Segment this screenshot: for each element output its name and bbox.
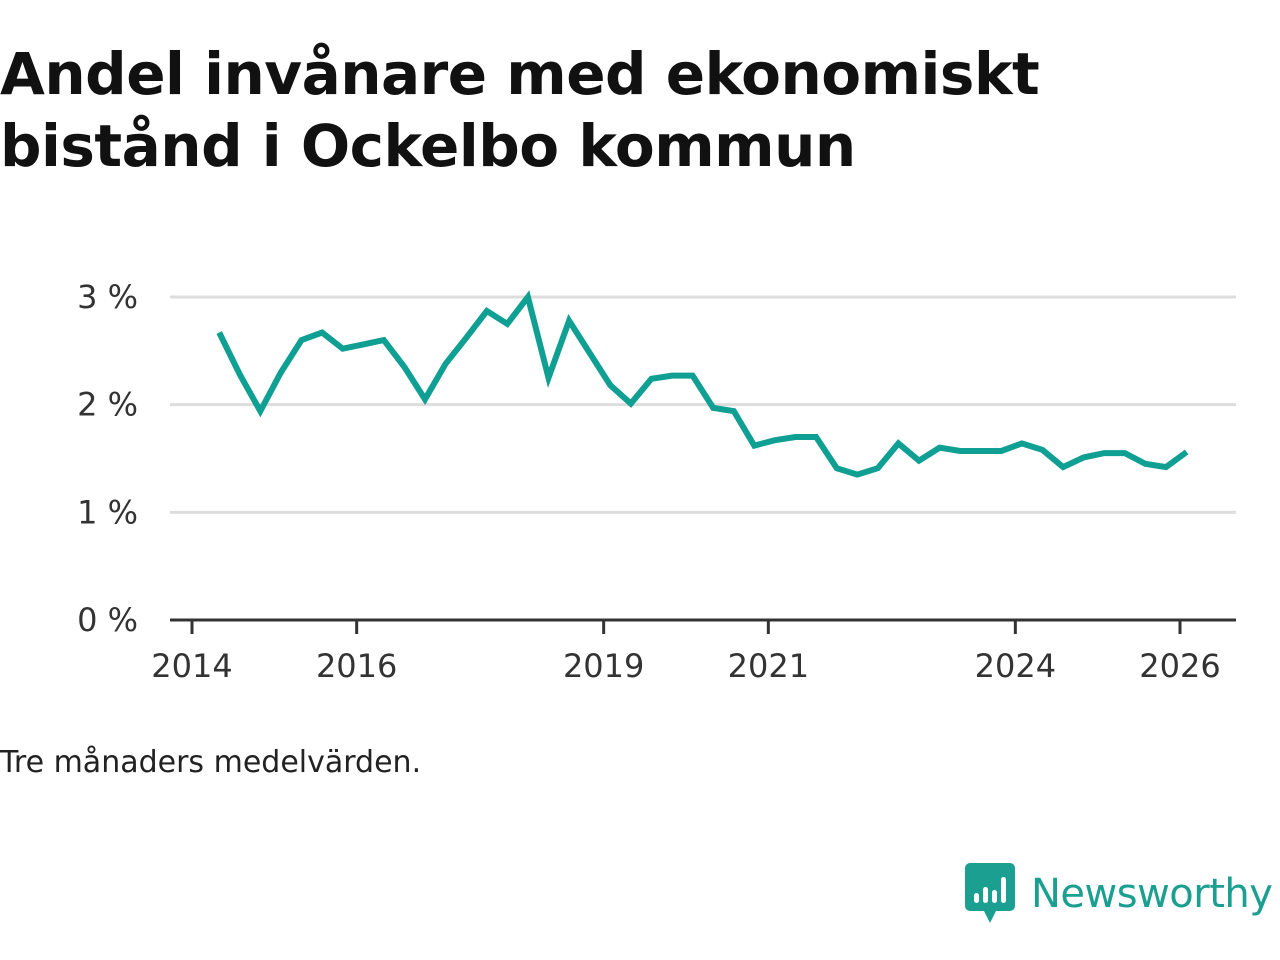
y-tick-label: 0 % xyxy=(77,601,138,639)
data-point xyxy=(278,369,284,375)
data-point xyxy=(381,337,387,343)
data-point xyxy=(257,408,263,414)
series-line xyxy=(216,290,1189,478)
data-point xyxy=(607,382,613,388)
x-tick-label: 2024 xyxy=(975,647,1056,685)
data-point xyxy=(1019,440,1025,446)
brand-name: Newsworthy xyxy=(1031,871,1273,917)
data-point xyxy=(463,335,469,341)
x-tick-label: 2026 xyxy=(1139,647,1220,685)
x-axis: 2014 2016 2019 2021 2024 2026 xyxy=(151,618,1236,685)
data-point xyxy=(1081,454,1087,460)
data-point xyxy=(360,341,366,347)
data-point xyxy=(1040,447,1046,453)
chart-title: Andel invånare med ekonomiskt bistånd i … xyxy=(0,40,1040,180)
data-point xyxy=(484,308,490,314)
data-point xyxy=(669,373,675,379)
data-point xyxy=(710,405,716,411)
data-point xyxy=(340,346,346,352)
x-tick-label: 2016 xyxy=(316,647,397,685)
x-tick-label: 2014 xyxy=(151,647,232,685)
x-tick-label: 2021 xyxy=(728,647,809,685)
data-point xyxy=(587,350,593,356)
series xyxy=(216,290,1190,478)
data-point xyxy=(299,337,305,343)
data-point xyxy=(237,372,243,378)
data-point xyxy=(422,396,428,402)
data-point xyxy=(998,448,1004,454)
data-point xyxy=(648,376,654,382)
data-point xyxy=(793,434,799,440)
y-tick-label: 3 % xyxy=(77,278,138,316)
chart-note: Tre månaders medelvärden. xyxy=(0,745,422,780)
data-point xyxy=(504,321,510,327)
data-point xyxy=(525,294,531,300)
data-point xyxy=(628,401,634,407)
data-point xyxy=(772,437,778,443)
gridlines xyxy=(170,295,1236,514)
brand[interactable]: Newsworthy xyxy=(965,862,1273,926)
data-point xyxy=(1060,464,1066,470)
data-point xyxy=(1101,450,1107,456)
data-point xyxy=(916,458,922,464)
data-point xyxy=(319,330,325,336)
y-axis-labels: 0 % 1 % 2 % 3 % xyxy=(77,278,138,639)
data-point xyxy=(1184,449,1190,455)
data-point xyxy=(690,373,696,379)
data-point xyxy=(1163,464,1169,470)
data-point xyxy=(443,361,449,367)
data-point xyxy=(895,440,901,446)
x-tick-label: 2019 xyxy=(563,647,644,685)
data-point xyxy=(751,443,757,449)
data-point xyxy=(834,465,840,471)
data-point xyxy=(813,434,819,440)
data-point xyxy=(546,375,552,381)
data-point xyxy=(957,448,963,454)
data-point xyxy=(216,330,222,336)
data-point xyxy=(401,364,407,370)
data-point xyxy=(566,318,572,324)
data-point xyxy=(875,465,881,471)
data-point xyxy=(978,448,984,454)
data-point xyxy=(731,408,737,414)
y-tick-label: 1 % xyxy=(77,493,138,531)
line-chart: 0 % 1 % 2 % 3 % 2014 2016 2019 2021 2024 2026 xyxy=(77,278,1236,685)
data-point xyxy=(1122,450,1128,456)
data-point xyxy=(854,472,860,478)
newsworthy-logo-icon xyxy=(965,863,1015,923)
data-point xyxy=(937,445,943,451)
data-point xyxy=(1142,461,1148,467)
y-tick-label: 2 % xyxy=(77,386,138,424)
